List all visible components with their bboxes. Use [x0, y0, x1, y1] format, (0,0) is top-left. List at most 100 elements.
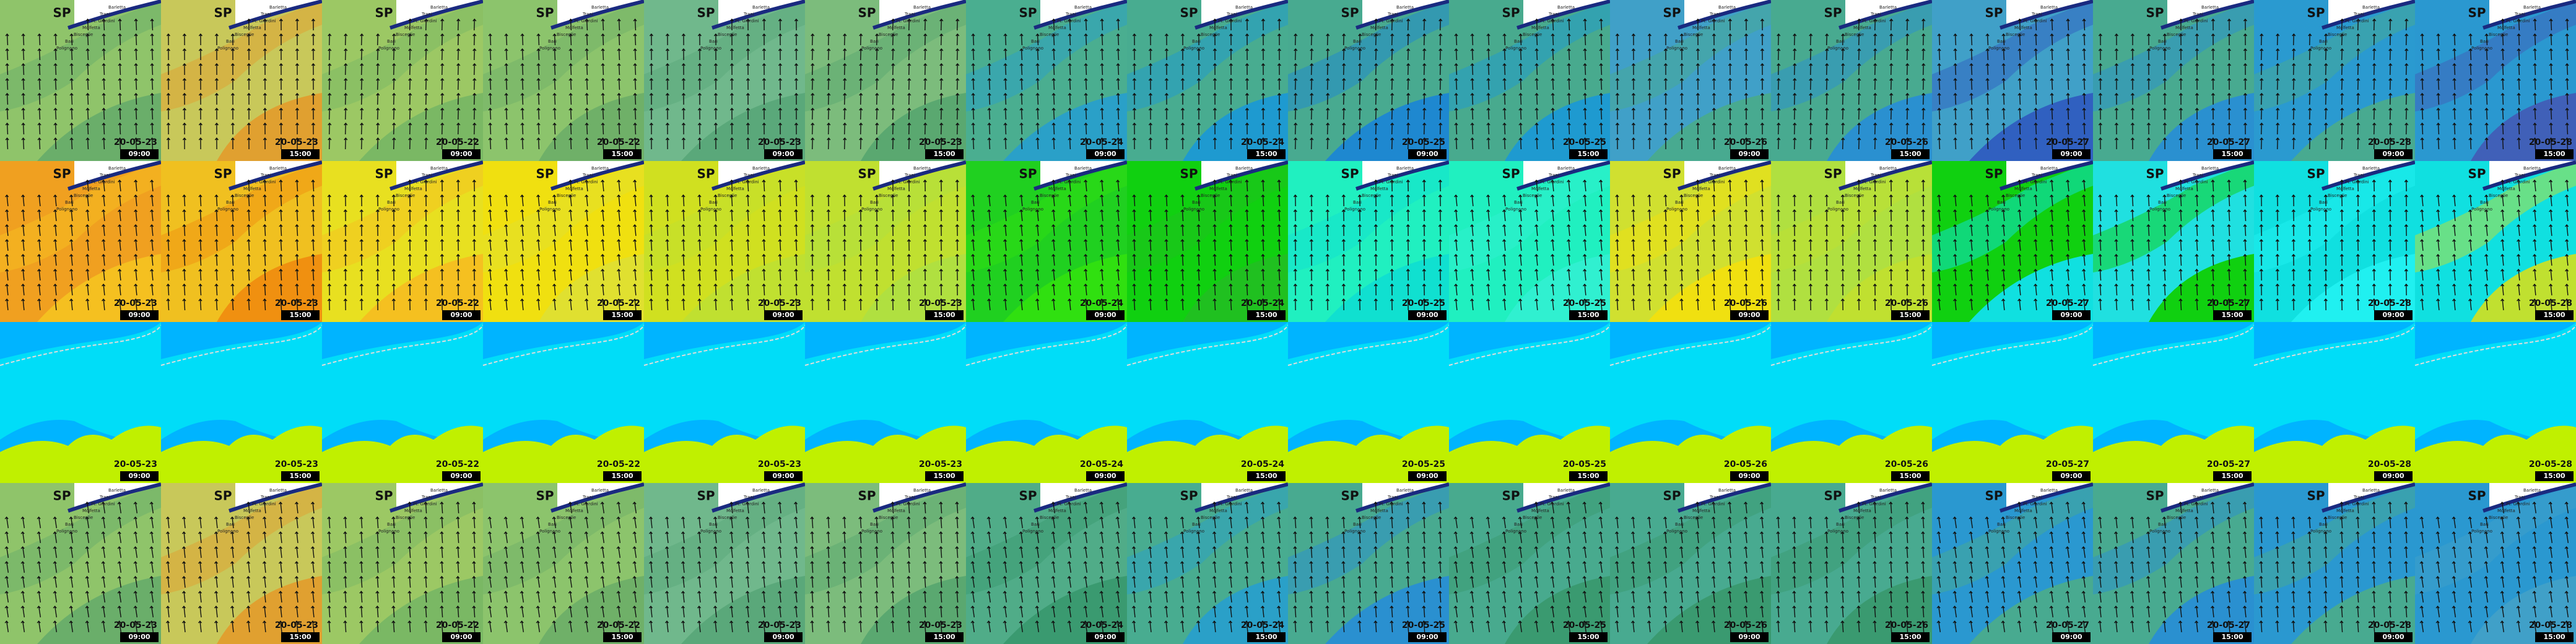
place-label: Barletta: [2201, 488, 2219, 493]
place-label: Molfetta: [1048, 25, 1066, 30]
land: [1523, 161, 1610, 186]
place-label: Barletta: [2040, 488, 2058, 493]
time-label: 09:00: [772, 472, 794, 480]
place-label: Trani: [582, 495, 593, 500]
land: [1523, 0, 1610, 25]
land: [235, 0, 322, 25]
place-label: Pt. Giardini: [1379, 502, 1403, 507]
tile-title: SP: [1180, 489, 1198, 503]
place-label: Molfetta: [2175, 186, 2193, 191]
time-label: 09:00: [2060, 472, 2082, 480]
land: [879, 161, 966, 186]
land: [879, 483, 966, 508]
time-box: [925, 471, 964, 481]
time-box: [442, 149, 481, 159]
place-label: Polignano: [700, 529, 721, 534]
place-label: Polignano: [1022, 46, 1043, 51]
tile-title: SP: [1663, 167, 1681, 181]
wind-arrows: [971, 18, 1120, 150]
tile-title: SP: [1180, 6, 1198, 20]
wind-arrows: [2419, 502, 2569, 633]
wind-arrows: [1453, 502, 1603, 633]
field-zone: [644, 0, 805, 111]
wind-arrows: [1937, 18, 2086, 150]
field-zone: [966, 0, 1127, 111]
time-label: 09:00: [1416, 150, 1438, 158]
time-label: 15:00: [1577, 150, 1599, 158]
place-label: Molfetta: [2336, 186, 2354, 191]
place-label: Bisceglie: [1201, 32, 1220, 37]
place-label: Molfetta: [2497, 186, 2515, 191]
wind-arrows: [4, 502, 154, 633]
date-label: 20-05-27: [2046, 137, 2089, 147]
tile-title: SP: [375, 6, 393, 20]
tile-title: SP: [1985, 6, 2003, 20]
shelf: [1449, 322, 1610, 446]
place-label: Trani: [1226, 495, 1237, 500]
place-label: Barletta: [430, 5, 448, 10]
place-label: Bari: [2319, 522, 2328, 527]
tile-title: SP: [2146, 489, 2164, 503]
land: [1845, 161, 1932, 186]
date-label: 20-05-24: [1080, 137, 1123, 147]
place-label: Molfetta: [1370, 508, 1388, 513]
land: [74, 0, 161, 25]
place-label: Polignano: [2310, 207, 2331, 212]
place-label: Bari: [2480, 200, 2489, 205]
field-zone: [1647, 93, 1771, 161]
land: [396, 483, 483, 508]
land: [74, 483, 161, 508]
land: [1684, 483, 1771, 508]
tile-title: SP: [1502, 489, 1520, 503]
date-label: 20-05-22: [597, 137, 640, 147]
date-label: 20-05-22: [436, 137, 479, 147]
place-label: Bari: [2158, 39, 2167, 44]
place-label: Polignano: [539, 46, 560, 51]
place-label: Trani: [2192, 173, 2203, 178]
place-label: Pt. Giardini: [413, 502, 437, 507]
coast: [2321, 0, 2416, 30]
coast: [2321, 160, 2416, 191]
land: [1449, 425, 1610, 483]
wind-arrows: [165, 501, 315, 633]
place-label: Bisceglie: [1040, 515, 1059, 520]
tile-title: SP: [1019, 489, 1037, 503]
place-label: Bisceglie: [1040, 193, 1059, 198]
place-label: Barletta: [1235, 5, 1253, 10]
place-label: Bisceglie: [2006, 193, 2025, 198]
coast: [872, 482, 967, 513]
place-label: Pt. Giardini: [1701, 502, 1725, 507]
map-tile: 20-05-25 15:00: [1448, 322, 1611, 483]
time-label: 09:00: [2382, 311, 2404, 319]
place-label: Pt. Giardini: [413, 19, 437, 24]
shelf: [2254, 322, 2415, 446]
coast: [1838, 482, 1933, 513]
wind-arrows: [1936, 502, 2086, 633]
tile-title: SP: [53, 489, 71, 503]
time-box: [1247, 632, 1286, 642]
date-label: 20-05-28: [2529, 620, 2572, 630]
wind-arrows: [487, 502, 637, 633]
place-label: Barletta: [591, 488, 609, 493]
field-zone: [359, 254, 483, 322]
place-label: Trani: [260, 495, 271, 500]
time-box: [2374, 310, 2413, 320]
map-tile: 20-05-28 09:00: [2253, 322, 2416, 483]
place-label: Molfetta: [2175, 25, 2193, 30]
time-label: 15:00: [2221, 311, 2243, 319]
date-label: 20-05-26: [1885, 459, 1928, 469]
shelf: [1288, 322, 1449, 446]
coast: [872, 160, 967, 191]
place-label: Polignano: [861, 529, 882, 534]
place-label: Bari: [1031, 200, 1040, 205]
place-label: Trani: [421, 173, 432, 178]
place-label: Pt. Giardini: [1701, 180, 1725, 185]
wind-arrows: [1132, 179, 1281, 311]
place-label: Bari: [1514, 522, 1523, 527]
wind-arrows: [166, 179, 315, 311]
time-label: 15:00: [1577, 633, 1599, 641]
